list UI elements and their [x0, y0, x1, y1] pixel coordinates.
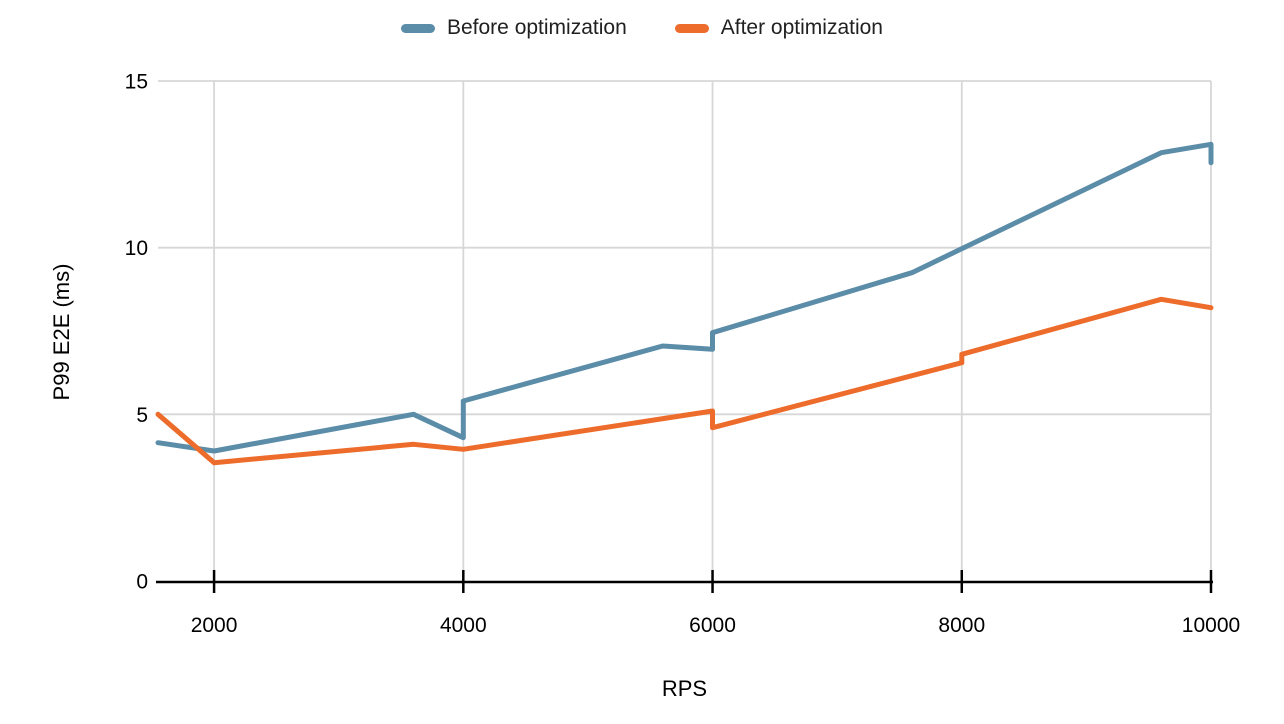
legend: Before optimization After optimization: [0, 15, 1284, 41]
x-tick-label: 4000: [440, 614, 487, 637]
legend-item-after: After optimization: [674, 15, 883, 41]
x-tick-label: 10000: [1182, 614, 1240, 637]
x-tick-label: 6000: [689, 614, 736, 637]
x-axis-title: RPS: [661, 676, 708, 701]
x-tick-label: 2000: [191, 614, 238, 637]
series-line-1: [155, 296, 1214, 466]
y-tick-label: 15: [125, 71, 148, 94]
legend-label-after: After optimization: [720, 16, 883, 39]
series-line-0: [155, 141, 1214, 454]
y-tick-label: 0: [136, 571, 148, 594]
legend-swatch-after: [674, 23, 709, 33]
y-tick-label: 5: [136, 404, 148, 427]
x-tick-label: 8000: [938, 614, 985, 637]
y-tick-label: 10: [125, 237, 148, 260]
legend-label-before: Before optimization: [446, 16, 627, 39]
legend-swatch-before: [400, 23, 435, 33]
y-axis-title: P99 E2E (ms): [49, 263, 74, 401]
legend-item-before: Before optimization: [400, 15, 627, 41]
